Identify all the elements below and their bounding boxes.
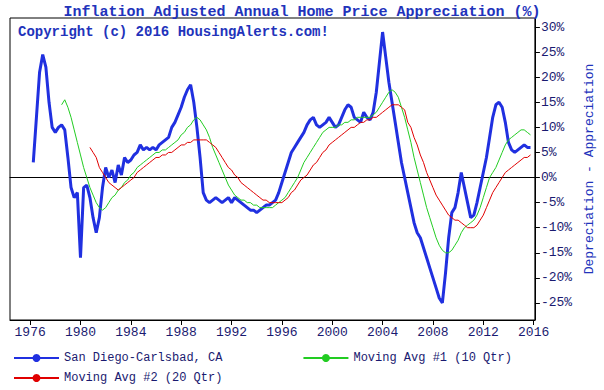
svg-text:25%: 25%	[541, 45, 565, 60]
svg-text:1980: 1980	[65, 325, 96, 340]
svg-text:15%: 15%	[541, 95, 565, 110]
svg-text:Copyright (c) 2016 HousingAler: Copyright (c) 2016 HousingAlerts.com!	[18, 24, 329, 40]
svg-text:-5%: -5%	[541, 195, 565, 210]
svg-text:Depreciation - Appreciation: Depreciation - Appreciation	[582, 64, 597, 275]
svg-text:20%: 20%	[541, 70, 565, 85]
svg-text:10%: 10%	[541, 120, 565, 135]
svg-text:2000: 2000	[317, 325, 348, 340]
svg-text:2012: 2012	[468, 325, 499, 340]
svg-text:1976: 1976	[15, 325, 46, 340]
svg-text:2008: 2008	[417, 325, 448, 340]
svg-text:-10%: -10%	[541, 220, 572, 235]
svg-text:1992: 1992	[216, 325, 247, 340]
svg-text:-25%: -25%	[541, 295, 572, 310]
svg-text:2016: 2016	[518, 325, 549, 340]
svg-text:0%: 0%	[541, 170, 557, 185]
svg-text:Inflation Adjusted Annual Home: Inflation Adjusted Annual Home Price App…	[63, 4, 540, 21]
svg-text:Moving Avg #1 (10 Qtr): Moving Avg #1 (10 Qtr)	[353, 351, 511, 365]
svg-text:-20%: -20%	[541, 270, 572, 285]
svg-text:1988: 1988	[166, 325, 197, 340]
svg-text:-15%: -15%	[541, 245, 572, 260]
svg-text:2004: 2004	[367, 325, 398, 340]
svg-text:San Diego-Carlsbad, CA: San Diego-Carlsbad, CA	[64, 351, 223, 365]
svg-text:30%: 30%	[541, 20, 565, 35]
svg-text:5%: 5%	[541, 145, 557, 160]
svg-text:1984: 1984	[115, 325, 146, 340]
svg-text:1996: 1996	[266, 325, 297, 340]
svg-text:Moving Avg #2 (20 Qtr): Moving Avg #2 (20 Qtr)	[64, 371, 222, 385]
